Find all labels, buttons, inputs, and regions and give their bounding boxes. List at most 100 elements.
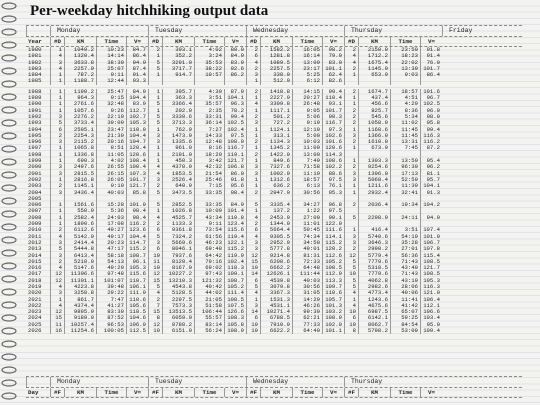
cell: 43:40 (390, 265, 420, 272)
weekday-header: Thursday (344, 377, 442, 387)
cell: 109.1 (224, 271, 246, 278)
cell: 2 (246, 113, 260, 121)
cell: 1582.2 (260, 47, 292, 54)
cell: 44:02 (194, 290, 224, 297)
cell: 1 (246, 158, 260, 165)
cell: 22:02 (390, 59, 420, 66)
column-label: #D (344, 37, 358, 46)
cell: 3335.4 (260, 202, 292, 209)
cell: 41:42 (390, 302, 420, 310)
cell: 3 (148, 139, 162, 146)
cell: 4374.4 (64, 302, 96, 310)
cell: 112.7 (126, 107, 148, 114)
cell: 964.3 (64, 95, 96, 102)
cell: 47:17 (96, 246, 126, 253)
cell: 5669.6 (162, 239, 194, 247)
cell: 11:01 (292, 221, 322, 228)
table-row: 1983 4 2257.9 25:07 87.4 5 3717.7 38:22 92.6 2 225… (26, 65, 522, 73)
cell: 110.4 (322, 95, 344, 102)
cell: 9:05 (292, 107, 322, 114)
column-label: KM (64, 388, 96, 397)
cell: 1058.0 (358, 120, 390, 127)
data-table: Monday Tuesday Wednesday Thursday Friday Year… (26, 25, 522, 335)
cell: 2 (344, 202, 358, 209)
cell: 104.7 (126, 139, 148, 146)
spiral-ring (1, 366, 17, 374)
cell: 5210.0 (64, 258, 96, 266)
cell: 1 (246, 132, 260, 140)
cell: 10227.2 (162, 271, 194, 278)
cell: 1 (50, 176, 64, 184)
table-row: 1984 1 787.2 9:11 91.4 1 914.7 10:57 86.2 3 338.0 5… (26, 72, 522, 79)
cell: 12 (246, 252, 260, 259)
cell: 1 (246, 183, 260, 190)
cell: 36:14 (194, 120, 224, 127)
cell: 7:49 (292, 158, 322, 165)
cell: 102.4 (224, 126, 246, 133)
cell: 1133.3 (162, 221, 194, 228)
cell: 115.6 (126, 271, 148, 278)
cell: 961.0 (162, 145, 194, 152)
table-row: 2025 11 10257.4 96:53 106.0 12 8780.2 83:14 105.… (26, 321, 522, 329)
spiral-ring (1, 301, 17, 309)
cell: 4 (148, 214, 162, 222)
cell: 41:27 (96, 302, 126, 310)
spiral-ring (1, 145, 17, 153)
cell: 101.3 (322, 302, 344, 310)
cell: 21:54 (194, 170, 224, 177)
cell: 4773.4 (358, 290, 390, 297)
column-label: Day (28, 389, 39, 396)
cell: 5 (344, 258, 358, 266)
cell: 3 (50, 139, 64, 146)
empty-cell (420, 221, 442, 228)
cell: 3717.7 (162, 65, 194, 73)
cell: 690.3 (64, 158, 96, 165)
cell: 1675.4 (358, 59, 390, 66)
cell: 673.9 (358, 145, 390, 152)
cell: 10 (246, 265, 260, 272)
cell: 83.9 (126, 101, 148, 108)
column-label: Time (390, 37, 420, 46)
column-label: KM (162, 388, 194, 397)
cell: 116.2 (420, 139, 442, 146)
cell: 4 (50, 265, 64, 272)
cell: 512.0 (260, 78, 292, 85)
cell: 1 (344, 183, 358, 190)
cell: 26:05 (96, 176, 126, 184)
table-row: 2015 2 5210.0 54:13 96.1 11 8120.4 79:16 102.4 15… (26, 258, 522, 266)
cell: 111:44 (292, 271, 322, 278)
spiral-ring (1, 171, 17, 179)
cell: 3 (50, 239, 64, 247)
cell: 1 (148, 95, 162, 102)
cell: 3366.4 (162, 101, 194, 108)
cell: 2017 (28, 271, 42, 278)
column-label: V= (322, 37, 344, 46)
cell: 27:01 (390, 246, 420, 253)
cell: 4 (246, 214, 260, 222)
column-label: #F (148, 388, 162, 397)
cell: 13513.5 (162, 309, 194, 316)
cell: 106.0 (126, 321, 148, 329)
cell: 23:17 (292, 65, 322, 73)
cell: 108.9 (322, 315, 344, 322)
cell: 1 (246, 296, 260, 303)
cell: 106.4 (420, 296, 442, 303)
cell: 104.1 (224, 95, 246, 102)
cell: 95.3 (322, 189, 344, 196)
cell: 2276.2 (64, 113, 96, 121)
cell: 112.6 (322, 252, 344, 259)
cell: 115.4 (420, 252, 442, 259)
cell: 1 (148, 158, 162, 165)
cell: 113.3 (322, 277, 344, 284)
cell: 2024 (28, 315, 42, 322)
table-row: 1997 1 1065.8 8:51 120.4 1 961.0 8:16 116.7 1 1345… (26, 145, 522, 152)
cell: 18:57 (292, 176, 322, 184)
cell: 107.4 (420, 227, 442, 234)
cell: 1890.6 (64, 221, 96, 228)
cell: 13:00 (292, 151, 322, 159)
empty-cell (344, 221, 358, 228)
cell: 3 (344, 132, 358, 140)
cell: 102.5 (420, 101, 442, 108)
cell: 81.1 (420, 170, 442, 177)
spiral-ring (1, 379, 17, 387)
